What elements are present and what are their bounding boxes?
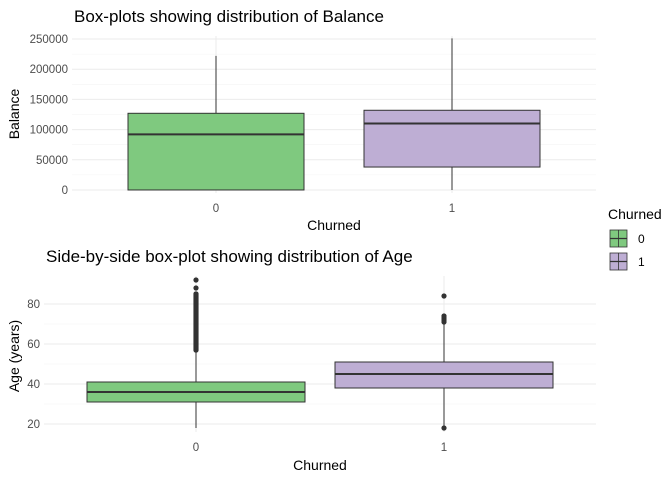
- iqr-box: [363, 109, 541, 168]
- x-tick-label: 0: [193, 442, 199, 454]
- legend-label: 0: [638, 232, 645, 246]
- x-tick-label: 1: [441, 442, 447, 454]
- outlier-point: [193, 291, 199, 297]
- age-x-axis-label: Churned: [293, 457, 347, 473]
- box-churned-1: [334, 293, 554, 431]
- y-tick-label: 0: [62, 185, 68, 197]
- outlier-point: [441, 313, 447, 319]
- outlier-point: [441, 425, 447, 431]
- legend-title: Churned: [608, 206, 662, 222]
- box-churned-1: [363, 38, 541, 190]
- x-tick-label: 0: [213, 203, 219, 215]
- y-tick-label: 80: [27, 299, 40, 311]
- y-tick-label: 250000: [30, 34, 68, 46]
- y-tick-label: 40: [27, 379, 40, 391]
- y-tick-label: 60: [27, 339, 40, 351]
- balance-chart-title: Box-plots showing distribution of Balanc…: [74, 7, 384, 26]
- legend-item-0: 0: [609, 229, 645, 248]
- box-churned-0: [86, 277, 306, 428]
- y-tick-label: 200000: [30, 64, 68, 76]
- y-tick-label: 150000: [30, 94, 68, 106]
- legend: Churned 0 1: [608, 206, 662, 271]
- outlier-point: [441, 293, 447, 299]
- y-tick-label: 100000: [30, 125, 68, 137]
- balance-x-axis-label: Churned: [307, 217, 361, 233]
- y-tick-label: 20: [27, 419, 40, 431]
- age-chart-title: Side-by-side box-plot showing distributi…: [46, 247, 413, 266]
- outlier-point: [193, 285, 199, 291]
- age-boxplot-panel: 20 40 60 80 0 1 Side-by-side box-plot showin…: [6, 247, 596, 473]
- y-tick-label: 50000: [36, 155, 68, 167]
- outlier-point: [193, 277, 199, 283]
- x-tick-label: 1: [449, 203, 455, 215]
- iqr-box: [127, 112, 305, 191]
- box-churned-0: [127, 55, 305, 191]
- age-y-axis-label: Age (years): [6, 320, 22, 392]
- balance-boxplot-panel: 0 50000 100000 150000 200000 250000 0 1 Box-pl…: [6, 7, 596, 233]
- balance-y-axis-label: Balance: [6, 88, 22, 139]
- legend-item-1: 1: [609, 252, 645, 271]
- legend-label: 1: [638, 255, 645, 269]
